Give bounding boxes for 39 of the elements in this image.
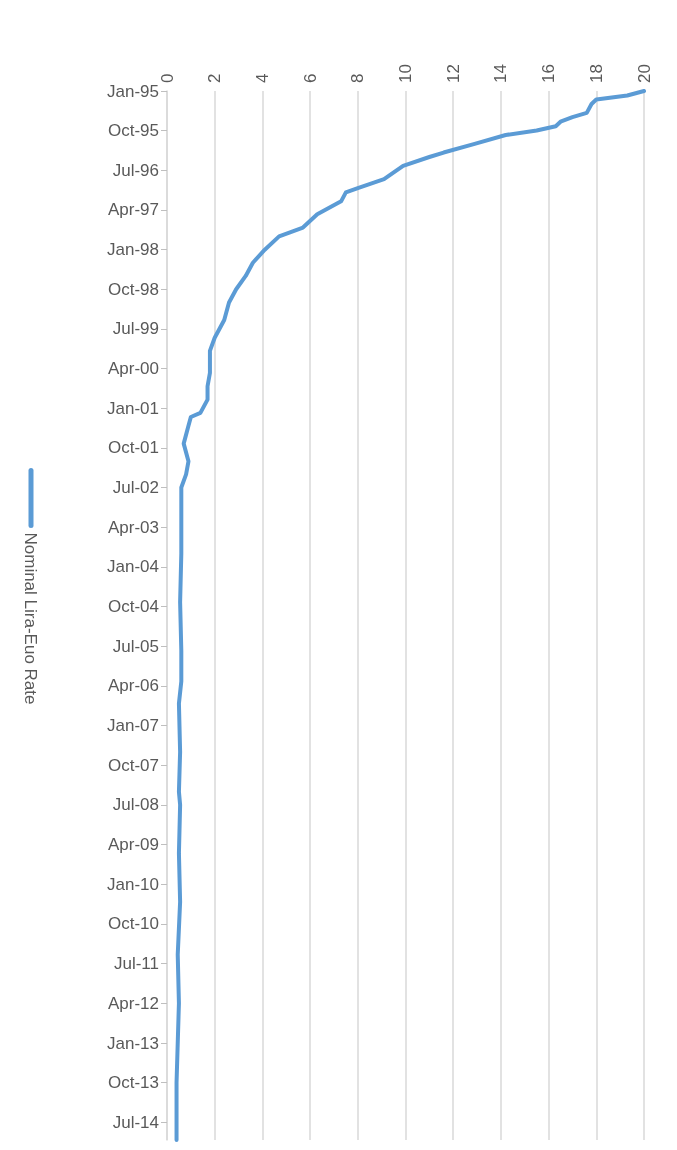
y-tick-label: Jul-99 bbox=[112, 319, 159, 339]
text: Nominal Lira-Euo Rate bbox=[21, 532, 40, 705]
y-tick-label: Jan-10 bbox=[107, 874, 159, 894]
x-tick-label: 14 bbox=[491, 64, 511, 83]
x-tick-label: 18 bbox=[586, 64, 606, 83]
y-tick-label: Apr-00 bbox=[107, 359, 159, 379]
y-tick-label: Jul-02 bbox=[112, 477, 159, 497]
y-tick-label: Jul-14 bbox=[112, 1112, 159, 1132]
y-tick-label: Jan-04 bbox=[107, 557, 159, 577]
y-tick-label: Jan-98 bbox=[107, 240, 159, 260]
y-tick-label: Oct-04 bbox=[107, 597, 159, 617]
y-tick-label: Jul-11 bbox=[113, 953, 159, 973]
x-tick-label: 0 bbox=[157, 73, 177, 83]
y-tick-label: Jul-05 bbox=[112, 636, 159, 656]
y-tick-label: Oct-01 bbox=[107, 438, 159, 458]
y-tick-label: Oct-95 bbox=[107, 121, 159, 141]
y-tick-label: Oct-10 bbox=[107, 914, 159, 934]
y-tick-label: Jan-07 bbox=[107, 716, 159, 736]
x-tick-label: 10 bbox=[396, 64, 415, 83]
y-tick-label: Apr-09 bbox=[107, 835, 159, 855]
y-tick-label: Apr-03 bbox=[107, 517, 159, 537]
x-tick-label: 6 bbox=[300, 73, 320, 83]
x-tick-label: 16 bbox=[539, 64, 559, 83]
y-tick-label: Apr-97 bbox=[107, 200, 159, 220]
x-tick-label: 4 bbox=[252, 73, 272, 83]
y-tick-label: Jan-01 bbox=[107, 398, 159, 418]
x-tick-label: 2 bbox=[205, 73, 225, 83]
x-tick-label: 8 bbox=[348, 73, 368, 83]
y-tick-label: Jan-13 bbox=[107, 1033, 159, 1053]
y-tick-label: Jul-08 bbox=[112, 795, 159, 815]
y-tick-label: Oct-07 bbox=[107, 755, 159, 775]
y-tick-label: Apr-12 bbox=[107, 993, 159, 1013]
y-tick-label: Oct-13 bbox=[107, 1073, 159, 1093]
y-tick-label: Oct-98 bbox=[107, 279, 159, 299]
y-tick-label: Jul-96 bbox=[112, 160, 159, 180]
x-tick-label: 20 bbox=[634, 64, 654, 83]
y-tick-label: Apr-06 bbox=[107, 676, 159, 696]
y-tick-label: Jan-95 bbox=[107, 81, 159, 101]
x-tick-label: 12 bbox=[443, 64, 463, 83]
